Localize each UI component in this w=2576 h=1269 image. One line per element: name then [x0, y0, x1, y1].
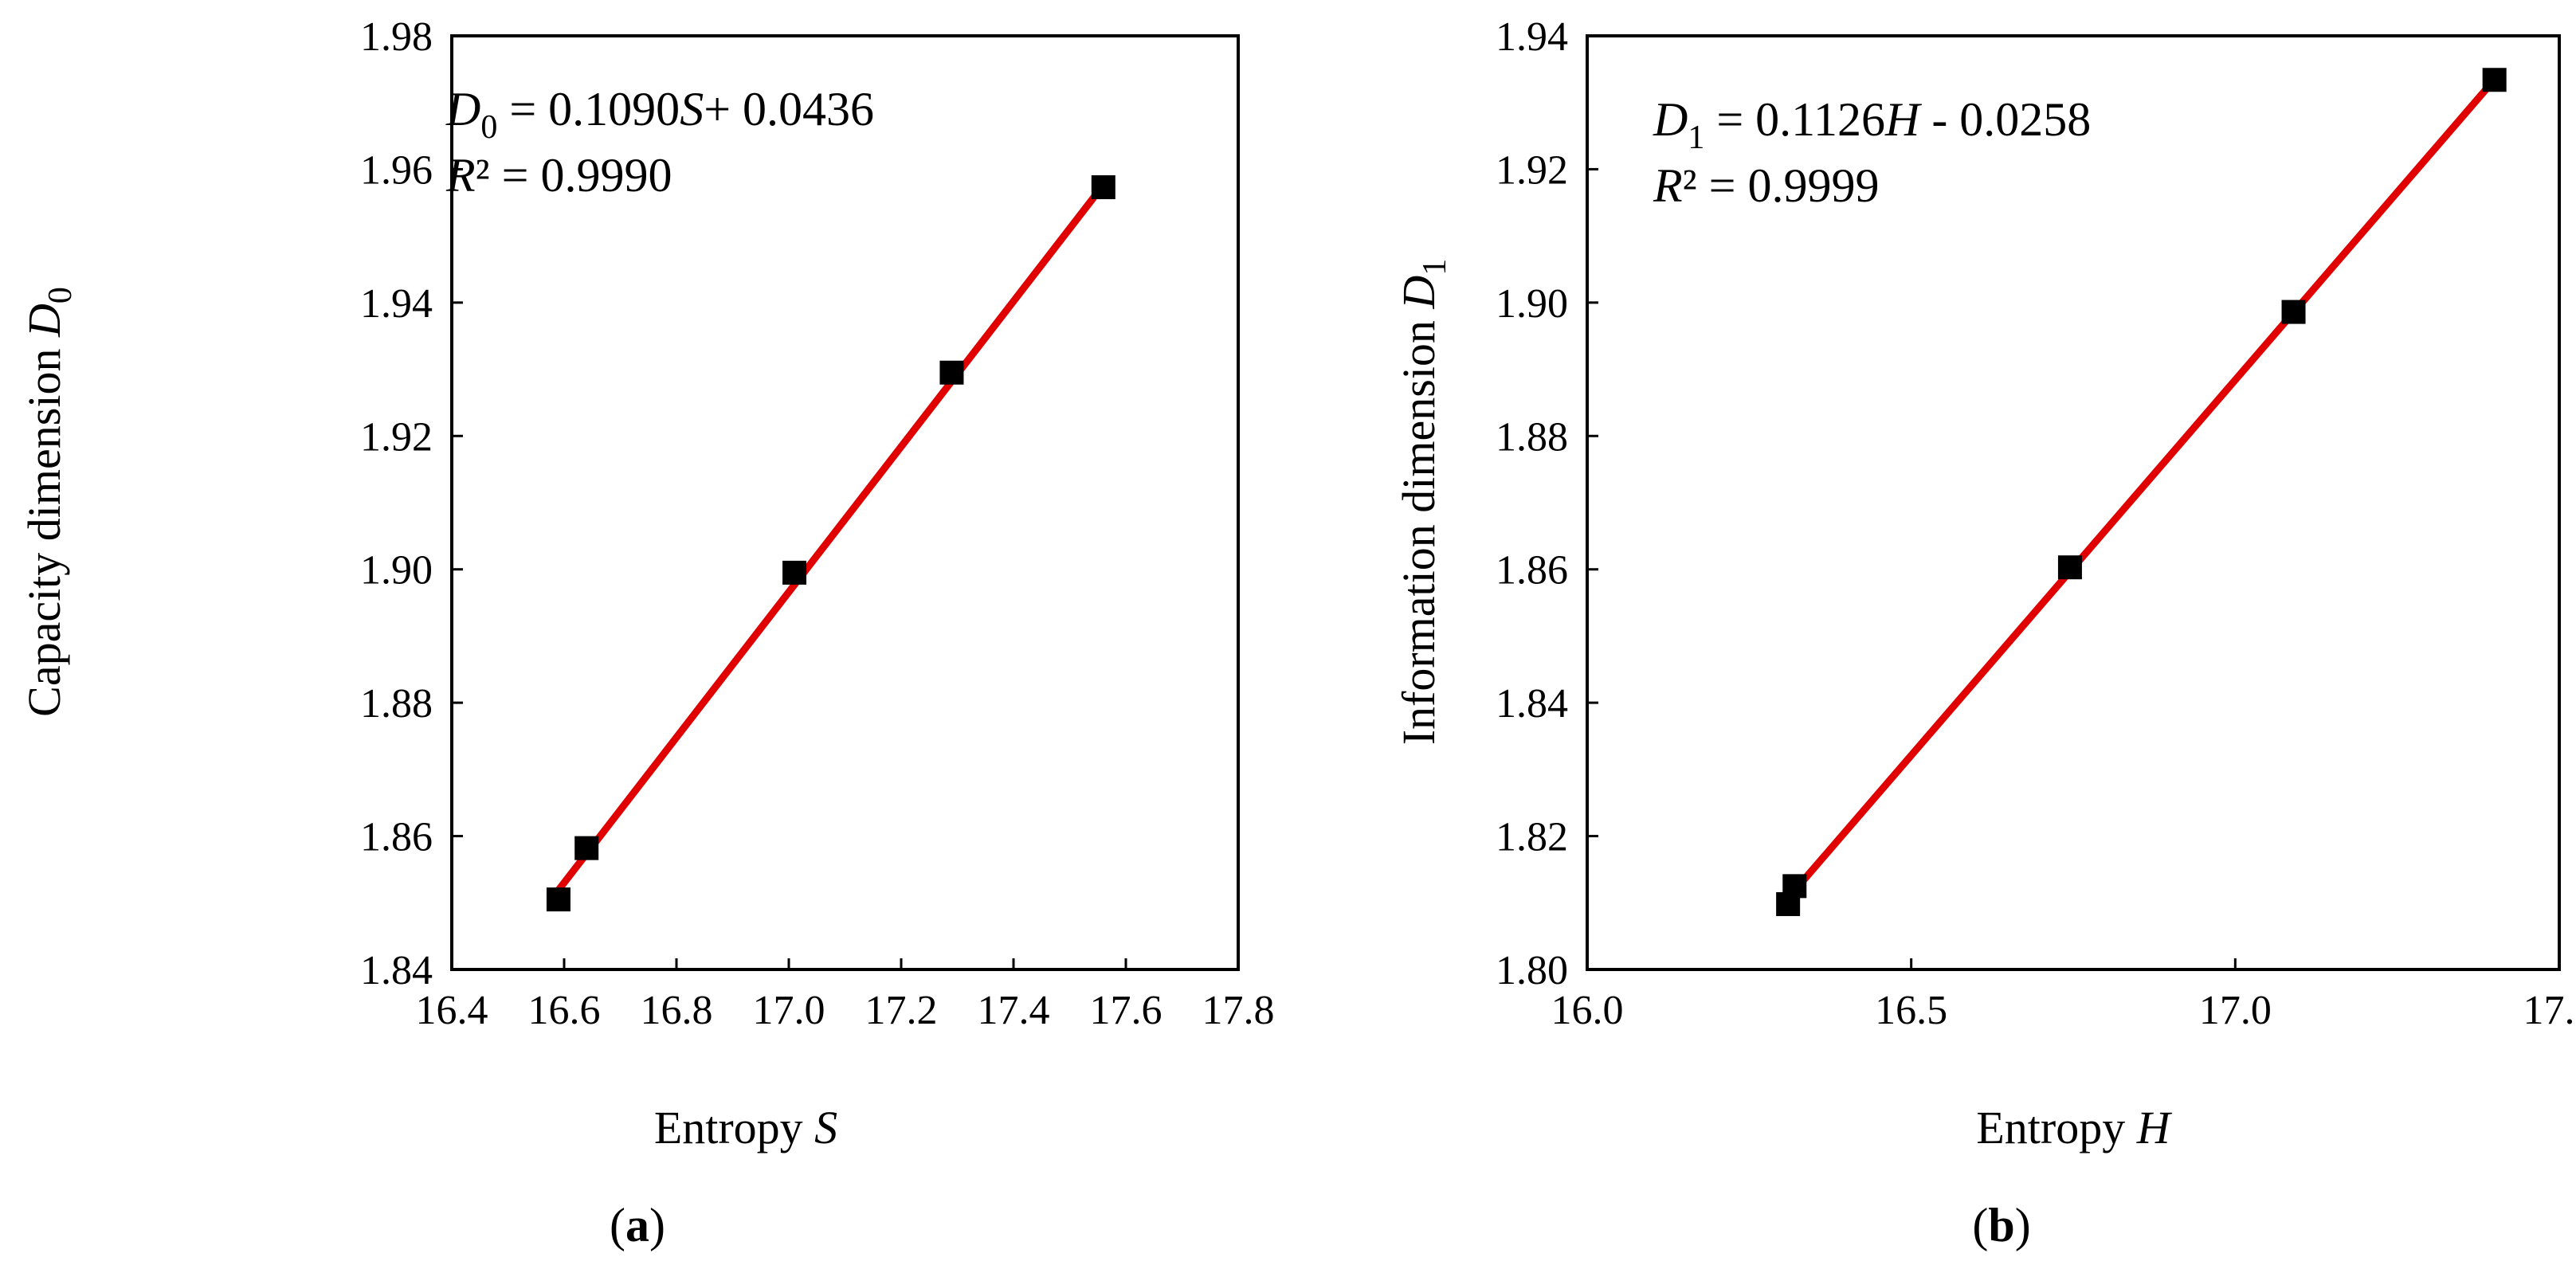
y-tick-label: 1.94: [360, 281, 433, 327]
data-point: [2482, 68, 2507, 92]
panel-label: (a): [610, 1199, 665, 1251]
x-tick-label: 17.4: [978, 988, 1050, 1033]
trendline: [555, 182, 1107, 893]
y-tick-label: 1.92: [1496, 147, 1568, 193]
x-tick-label: 16.0: [1551, 988, 1624, 1033]
data-points: [1776, 68, 2507, 916]
x-tick-label: 16.8: [641, 988, 713, 1033]
plot-area-frame: [1586, 34, 2561, 971]
plot-area-frame: [450, 34, 1240, 971]
chart-panel-b: 16.0 16.5 17.0 17.5 1.80 1.82 1.84 1.86 1.88 1.9…: [1393, 14, 2576, 1251]
y-tick-label: 1.96: [360, 147, 433, 193]
data-point: [939, 360, 964, 385]
y-tick-label: 1.80: [1496, 948, 1568, 993]
y-tick-label: 1.94: [1496, 14, 1568, 60]
y-tick-label: 1.84: [1496, 681, 1568, 727]
equation-label: D1 = 0.1126H - 0.0258: [1653, 93, 2091, 156]
y-tick-label: 1.86: [1496, 548, 1568, 593]
equation-label: D0 = 0.1090S+ 0.0436: [445, 83, 874, 146]
y-tick-label: 1.90: [360, 548, 433, 593]
y-tick-label: 1.88: [1496, 414, 1568, 460]
r-squared-label: R² = 0.9990: [445, 149, 672, 202]
x-tick-label: 16.5: [1875, 988, 1947, 1033]
data-point: [1091, 175, 1115, 200]
data-point: [574, 836, 599, 860]
r-squared-label: R² = 0.9999: [1653, 159, 1879, 212]
x-tick-label: 16.4: [416, 988, 488, 1033]
y-tick-label: 1.82: [1496, 815, 1568, 860]
y-tick-label: 1.90: [1496, 281, 1568, 327]
y-axis-title: Capacity dimension D0: [18, 287, 79, 717]
y-tick-label: 1.98: [360, 14, 433, 60]
data-point: [2057, 555, 2082, 580]
x-tick-label: 17.0: [2199, 988, 2272, 1033]
panel-label: (b): [1972, 1199, 2030, 1251]
y-tick-label: 1.84: [360, 948, 433, 993]
x-axis-ticks: 16.4 16.6 16.8 17.0 17.2 17.4 17.6 17.8: [416, 958, 1275, 1033]
x-axis-ticks: 16.0 16.5 17.0 17.5: [1551, 958, 2576, 1033]
trendline: [1785, 76, 2498, 901]
data-point: [1782, 874, 1807, 899]
x-tick-label: 17.6: [1090, 988, 1163, 1033]
x-tick-label: 17.5: [2523, 988, 2576, 1033]
data-point: [782, 560, 807, 585]
y-tick-label: 1.92: [360, 414, 433, 460]
x-tick-label: 17.8: [1202, 988, 1275, 1033]
y-axis-title: Information dimension D1: [1393, 259, 1453, 746]
chart-panel-a: 16.4 16.6 16.8 17.0 17.2 17.4 17.6 17.8 1.841.8…: [18, 14, 1275, 1251]
x-tick-label: 16.6: [528, 988, 601, 1033]
y-axis-ticks: 1.80 1.82 1.84 1.86 1.88 1.90 1.92 1.94: [1496, 14, 1598, 993]
y-axis-ticks: 1.84 1.86 1.88 1.90 1.92 1.94 1.96 1.98: [360, 14, 463, 993]
x-axis-title: Entropy H: [1976, 1102, 2172, 1153]
x-axis-title: Entropy S: [654, 1102, 837, 1153]
y-tick-label: 1.88: [360, 681, 433, 727]
data-point: [546, 887, 570, 912]
x-tick-label: 17.0: [753, 988, 825, 1033]
data-points: [546, 175, 1115, 912]
x-tick-label: 17.2: [865, 988, 938, 1033]
y-tick-label: 1.86: [360, 815, 433, 860]
data-point: [2281, 300, 2306, 324]
